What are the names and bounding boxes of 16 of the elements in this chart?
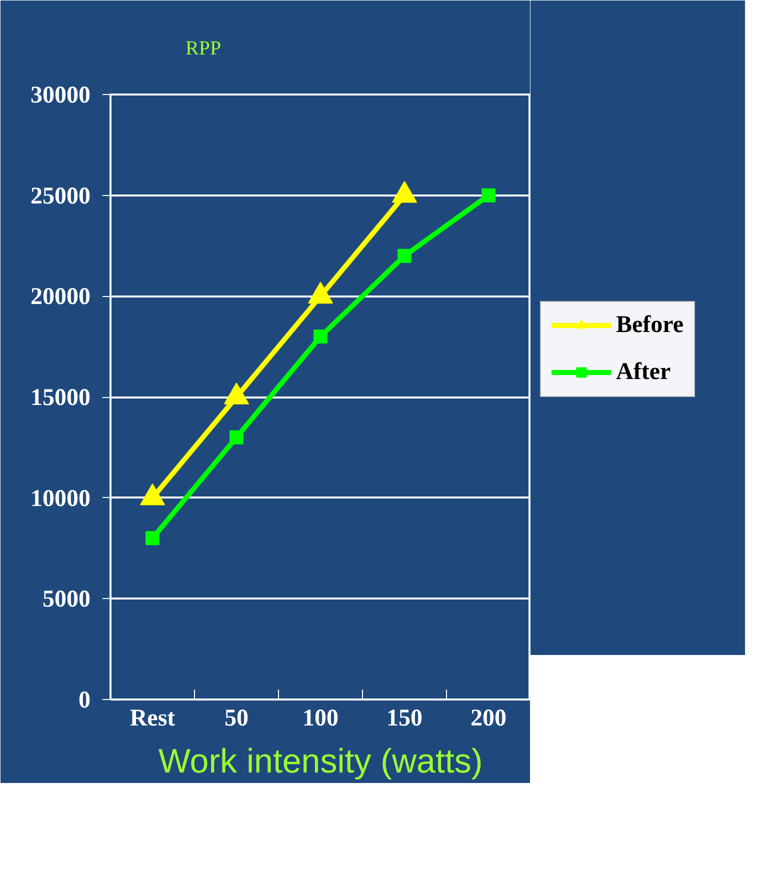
legend-label: After <box>616 358 671 386</box>
x-axis-title: Work intensity (watts) <box>158 742 483 780</box>
y-tick-label: 30000 <box>30 82 90 108</box>
y-tick-label: 10000 <box>30 486 90 512</box>
y-tick-label: 25000 <box>30 183 90 210</box>
x-tick-label: 50 <box>224 706 248 732</box>
y-tick-label: 0 <box>78 688 90 714</box>
x-tick-label: 150 <box>386 706 422 732</box>
y-tick-label: 5000 <box>42 586 90 613</box>
legend-label: Before <box>616 312 684 339</box>
y-tick-label: 20000 <box>30 284 90 310</box>
x-tick-label: 100 <box>302 706 338 732</box>
y-tick-label: 15000 <box>30 385 90 411</box>
x-tick-label: 200 <box>470 706 506 732</box>
x-tick-label: Rest <box>130 706 176 732</box>
chart-title: RPP <box>186 38 222 60</box>
